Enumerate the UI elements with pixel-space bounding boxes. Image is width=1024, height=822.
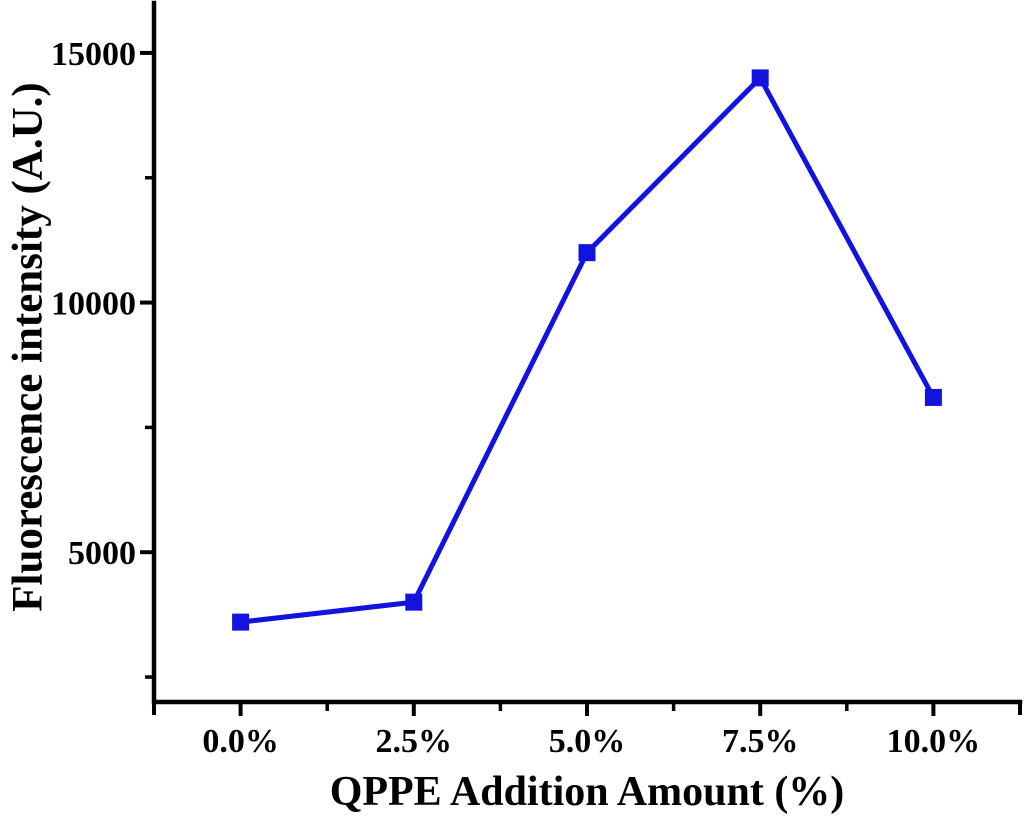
x-tick-label: 5.0% [549,723,626,760]
x-tick-label: 0.0% [202,723,279,760]
axis-lines [151,0,1023,705]
data-point-marker [751,69,769,87]
y-tick-label: 15000 [51,36,136,73]
y-axis-title: Fluorescence intensity (A.U.) [4,82,52,612]
data-point-marker [232,613,250,631]
data-point-marker [578,244,596,262]
x-tick-label: 2.5% [376,723,453,760]
y-tick-label: 10000 [51,286,136,323]
x-axis-title: QPPE Addition Amount (%) [329,769,845,815]
data-point-marker [924,388,942,406]
x-tick-label: 10.0% [887,723,981,760]
y-tick-label: 5000 [68,535,136,572]
data-point-marker [405,593,423,611]
data-line [238,73,936,625]
x-tick-label: 7.5% [722,723,799,760]
